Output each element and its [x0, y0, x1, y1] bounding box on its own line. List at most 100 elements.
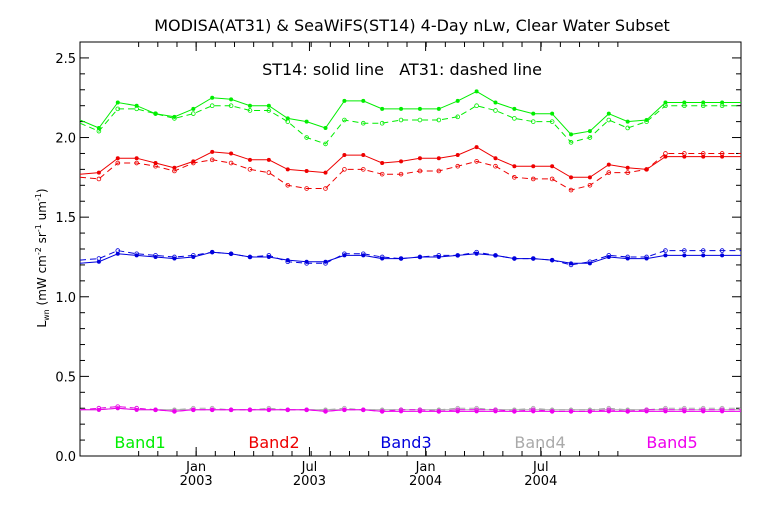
band5-solid-line	[80, 407, 741, 412]
band1-solid-line	[79, 90, 741, 135]
band1-dashed-point	[568, 140, 574, 145]
band3-solid-point	[682, 253, 687, 258]
band2-dashed-point	[530, 176, 536, 182]
band2-dashed-point	[474, 159, 479, 164]
band3-solid-point	[172, 256, 177, 261]
band2-solid-point	[682, 154, 687, 159]
band1-solid-point	[247, 103, 252, 108]
band1-dashed-point	[455, 114, 461, 120]
band2-solid-point	[115, 156, 120, 161]
y-axis-label-mid2: um	[35, 201, 49, 224]
band1-solid-point	[569, 132, 574, 137]
band5-solid-point	[644, 409, 649, 414]
band5-solid-point	[606, 409, 611, 414]
band2-solid-point	[606, 162, 611, 167]
band2-dashed-point	[625, 170, 630, 175]
band1-dashed-point	[549, 119, 555, 124]
band1-solid-point	[361, 98, 366, 103]
band2-dashed-point	[379, 171, 385, 177]
y-tick-label: 1.0	[55, 291, 76, 306]
band1-solid-point	[701, 100, 706, 105]
band3-dashed-point	[719, 248, 725, 253]
band1-solid-point	[682, 100, 687, 105]
band5-solid-point	[342, 407, 347, 412]
band5-solid-point	[304, 407, 309, 412]
band2-dashed-point	[285, 183, 291, 188]
band3-solid-point	[304, 259, 309, 264]
band2-solid-point	[436, 156, 441, 161]
band5-solid-point	[512, 409, 517, 414]
band2-dashed-point	[342, 167, 347, 172]
band2-solid-point	[153, 161, 158, 166]
band1-solid-point	[153, 111, 158, 116]
band1-solid-point	[229, 97, 234, 102]
band3-solid-point	[569, 261, 574, 266]
legend-entry-band1: Band1	[114, 433, 165, 452]
band5-solid-point	[134, 407, 139, 412]
x-tick-label-year: 2003	[180, 474, 213, 489]
y-axis-label: Lwn (mW cm-2 sr-1 um-1)	[34, 188, 51, 327]
band2-dashed-point	[398, 171, 404, 177]
band5-solid-point	[285, 407, 290, 412]
x-tick-label-month: Jan	[185, 460, 206, 475]
band2-solid-point	[550, 164, 555, 169]
band3-solid-point	[550, 258, 555, 263]
band2-dashed-point	[360, 167, 366, 172]
band1-dashed-point	[625, 125, 630, 131]
band2-solid-point	[134, 156, 139, 161]
band1-dashed-point	[606, 117, 612, 123]
band2-solid-point	[720, 154, 725, 159]
band2-solid-point	[266, 157, 271, 162]
band1-solid-point	[625, 119, 630, 124]
band2-solid-point	[361, 153, 366, 158]
band5-solid-point	[682, 409, 687, 414]
band2-dashed-point	[266, 170, 272, 175]
band3-solid-point	[285, 258, 290, 263]
band2-solid-point	[587, 175, 592, 180]
band1-solid-point	[531, 111, 536, 116]
band2-solid-point	[569, 175, 574, 180]
band1-solid-point	[455, 98, 460, 103]
band2-dashed-point	[247, 167, 253, 172]
band2-solid-point	[625, 165, 630, 170]
band5-solid-point	[493, 409, 498, 414]
band1-dashed-point	[266, 108, 272, 113]
band3-solid-line	[79, 251, 741, 264]
band1-dashed-point	[191, 111, 196, 116]
y-axis-label-sup1: -2	[34, 247, 43, 255]
band2-dashed-point	[512, 175, 517, 180]
band1-dashed-point	[493, 108, 498, 113]
band5-solid-point	[361, 407, 366, 412]
band5-solid-point	[663, 409, 668, 414]
band3-dashed-point	[700, 248, 706, 253]
x-tick-label-year: 2004	[409, 474, 442, 489]
band3-dashed-line	[79, 250, 741, 266]
y-axis-label-rest: (mW cm	[35, 255, 49, 309]
y-axis-label-sub: wn	[42, 309, 51, 321]
band1-solid-point	[512, 106, 517, 111]
band1-dashed-line	[79, 105, 741, 145]
band2-solid-point	[285, 167, 290, 172]
band1-solid-point	[606, 111, 611, 116]
band3-solid-point	[625, 256, 630, 261]
y-tick-label: 0.0	[55, 450, 76, 465]
band2-dashed-point	[134, 160, 139, 166]
band2-dashed-point	[568, 187, 574, 193]
band5-solid-point	[153, 407, 158, 412]
band2-dashed-point	[417, 168, 423, 174]
band2-solid-point	[380, 161, 385, 166]
band2-solid-point	[323, 170, 328, 175]
band1-dashed-point	[530, 119, 536, 124]
y-tick-label: 2.5	[55, 52, 76, 67]
band5-solid-point	[380, 409, 385, 414]
x-tick-label-month: Jan	[415, 460, 436, 475]
line-style-annotation: ST14: solid line AT31: dashed line	[262, 60, 542, 79]
band5-solid-point	[266, 407, 271, 412]
band2-solid-point	[342, 153, 347, 158]
band5-solid-point	[323, 409, 328, 414]
band1-solid-point	[436, 106, 441, 111]
band3-solid-point	[512, 256, 517, 261]
x-tick-label-year: 2003	[293, 474, 326, 489]
band5-solid-point	[96, 407, 101, 412]
band1-dashed-point	[115, 106, 121, 112]
